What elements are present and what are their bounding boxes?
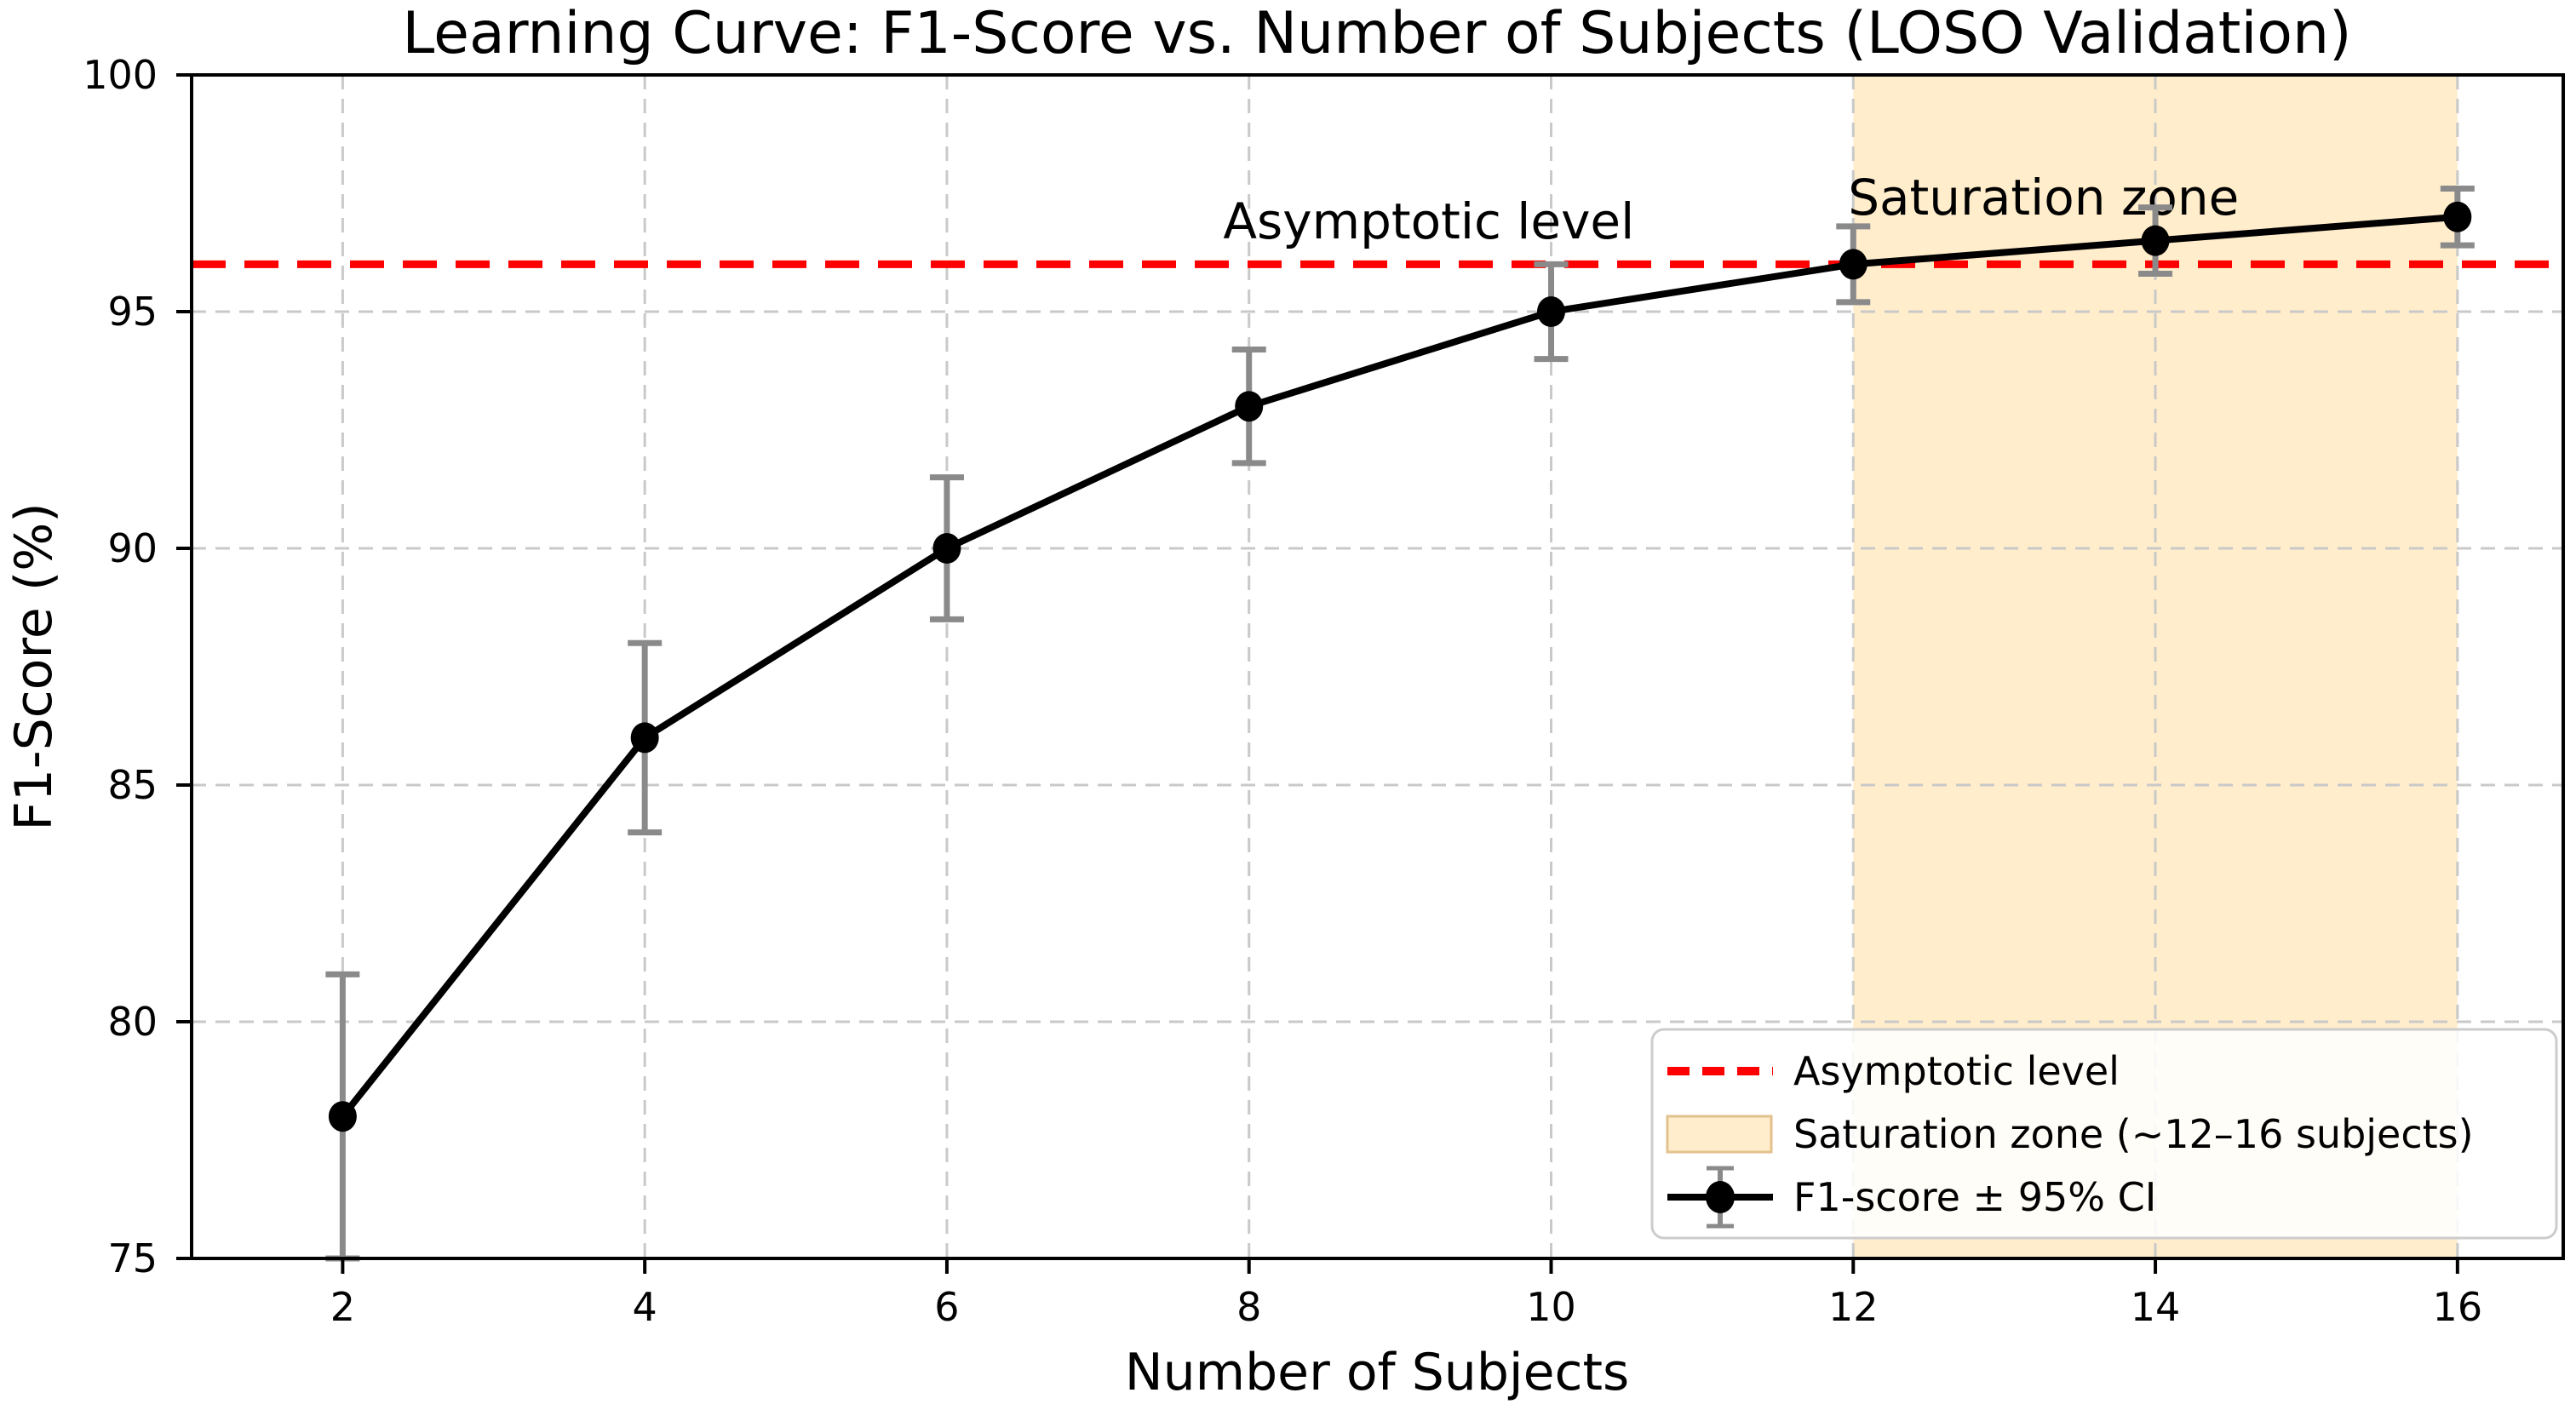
x-tick-label: 4 xyxy=(633,1284,657,1330)
chart-title: Learning Curve: F1-Score vs. Number of S… xyxy=(402,0,2351,67)
data-point xyxy=(2443,201,2472,232)
x-tick-label: 2 xyxy=(330,1284,355,1330)
x-tick-label: 12 xyxy=(1828,1284,1879,1330)
x-tick-label: 8 xyxy=(1236,1284,1261,1330)
x-tick-label: 16 xyxy=(2433,1284,2483,1330)
x-tick-label: 14 xyxy=(2131,1284,2181,1330)
data-point xyxy=(932,533,961,564)
data-point xyxy=(328,1101,357,1132)
data-point xyxy=(630,722,659,754)
f1-series-line xyxy=(340,213,2458,1119)
legend-f1-label: F1-score ± 95% CI xyxy=(1793,1174,2156,1220)
legend-saturation-label: Saturation zone (~12–16 subjects) xyxy=(1793,1111,2474,1157)
legend-saturation-patch-swatch xyxy=(1666,1115,1773,1154)
legend-entry-saturation-zone: Saturation zone (~12–16 subjects) xyxy=(1666,1111,2474,1157)
saturation-zone-annotation: Saturation zone xyxy=(1848,169,2239,226)
y-tick-label: 100 xyxy=(83,52,158,98)
legend-entry-asymptote: Asymptotic level xyxy=(1667,1048,2120,1094)
data-point xyxy=(1839,249,1867,280)
legend-entry-f1-score: F1-score ± 95% CI xyxy=(1667,1166,2156,1229)
plot-frame xyxy=(190,73,2565,1260)
asymptote-annotation: Asymptotic level xyxy=(1223,192,1634,250)
y-tick-label: 80 xyxy=(107,999,158,1045)
x-axis-label: Number of Subjects xyxy=(1125,1343,1630,1402)
axes-layer: 2 4 6 8 10 12 14 16 75 80 85 90 95 100 xyxy=(83,52,2565,1330)
legend-box xyxy=(1650,1028,2558,1240)
legend-marker-swatch xyxy=(1706,1181,1735,1213)
x-tick-label: 10 xyxy=(1526,1284,1576,1330)
x-tick-label: 6 xyxy=(934,1284,959,1330)
y-tick-label: 95 xyxy=(107,289,158,335)
y-tick-label: 85 xyxy=(107,762,158,808)
legend: Asymptotic level Saturation zone (~12–16… xyxy=(1650,1028,2558,1240)
f1-series-layer xyxy=(328,201,2472,1132)
y-tick-label: 75 xyxy=(107,1235,158,1281)
legend-asymptote-label: Asymptotic level xyxy=(1793,1048,2120,1094)
y-tick-label: 90 xyxy=(107,525,158,571)
data-point xyxy=(2141,225,2170,256)
data-point xyxy=(1235,391,1264,422)
data-point xyxy=(1536,296,1565,327)
y-axis-label: F1-Score (%) xyxy=(4,502,64,830)
